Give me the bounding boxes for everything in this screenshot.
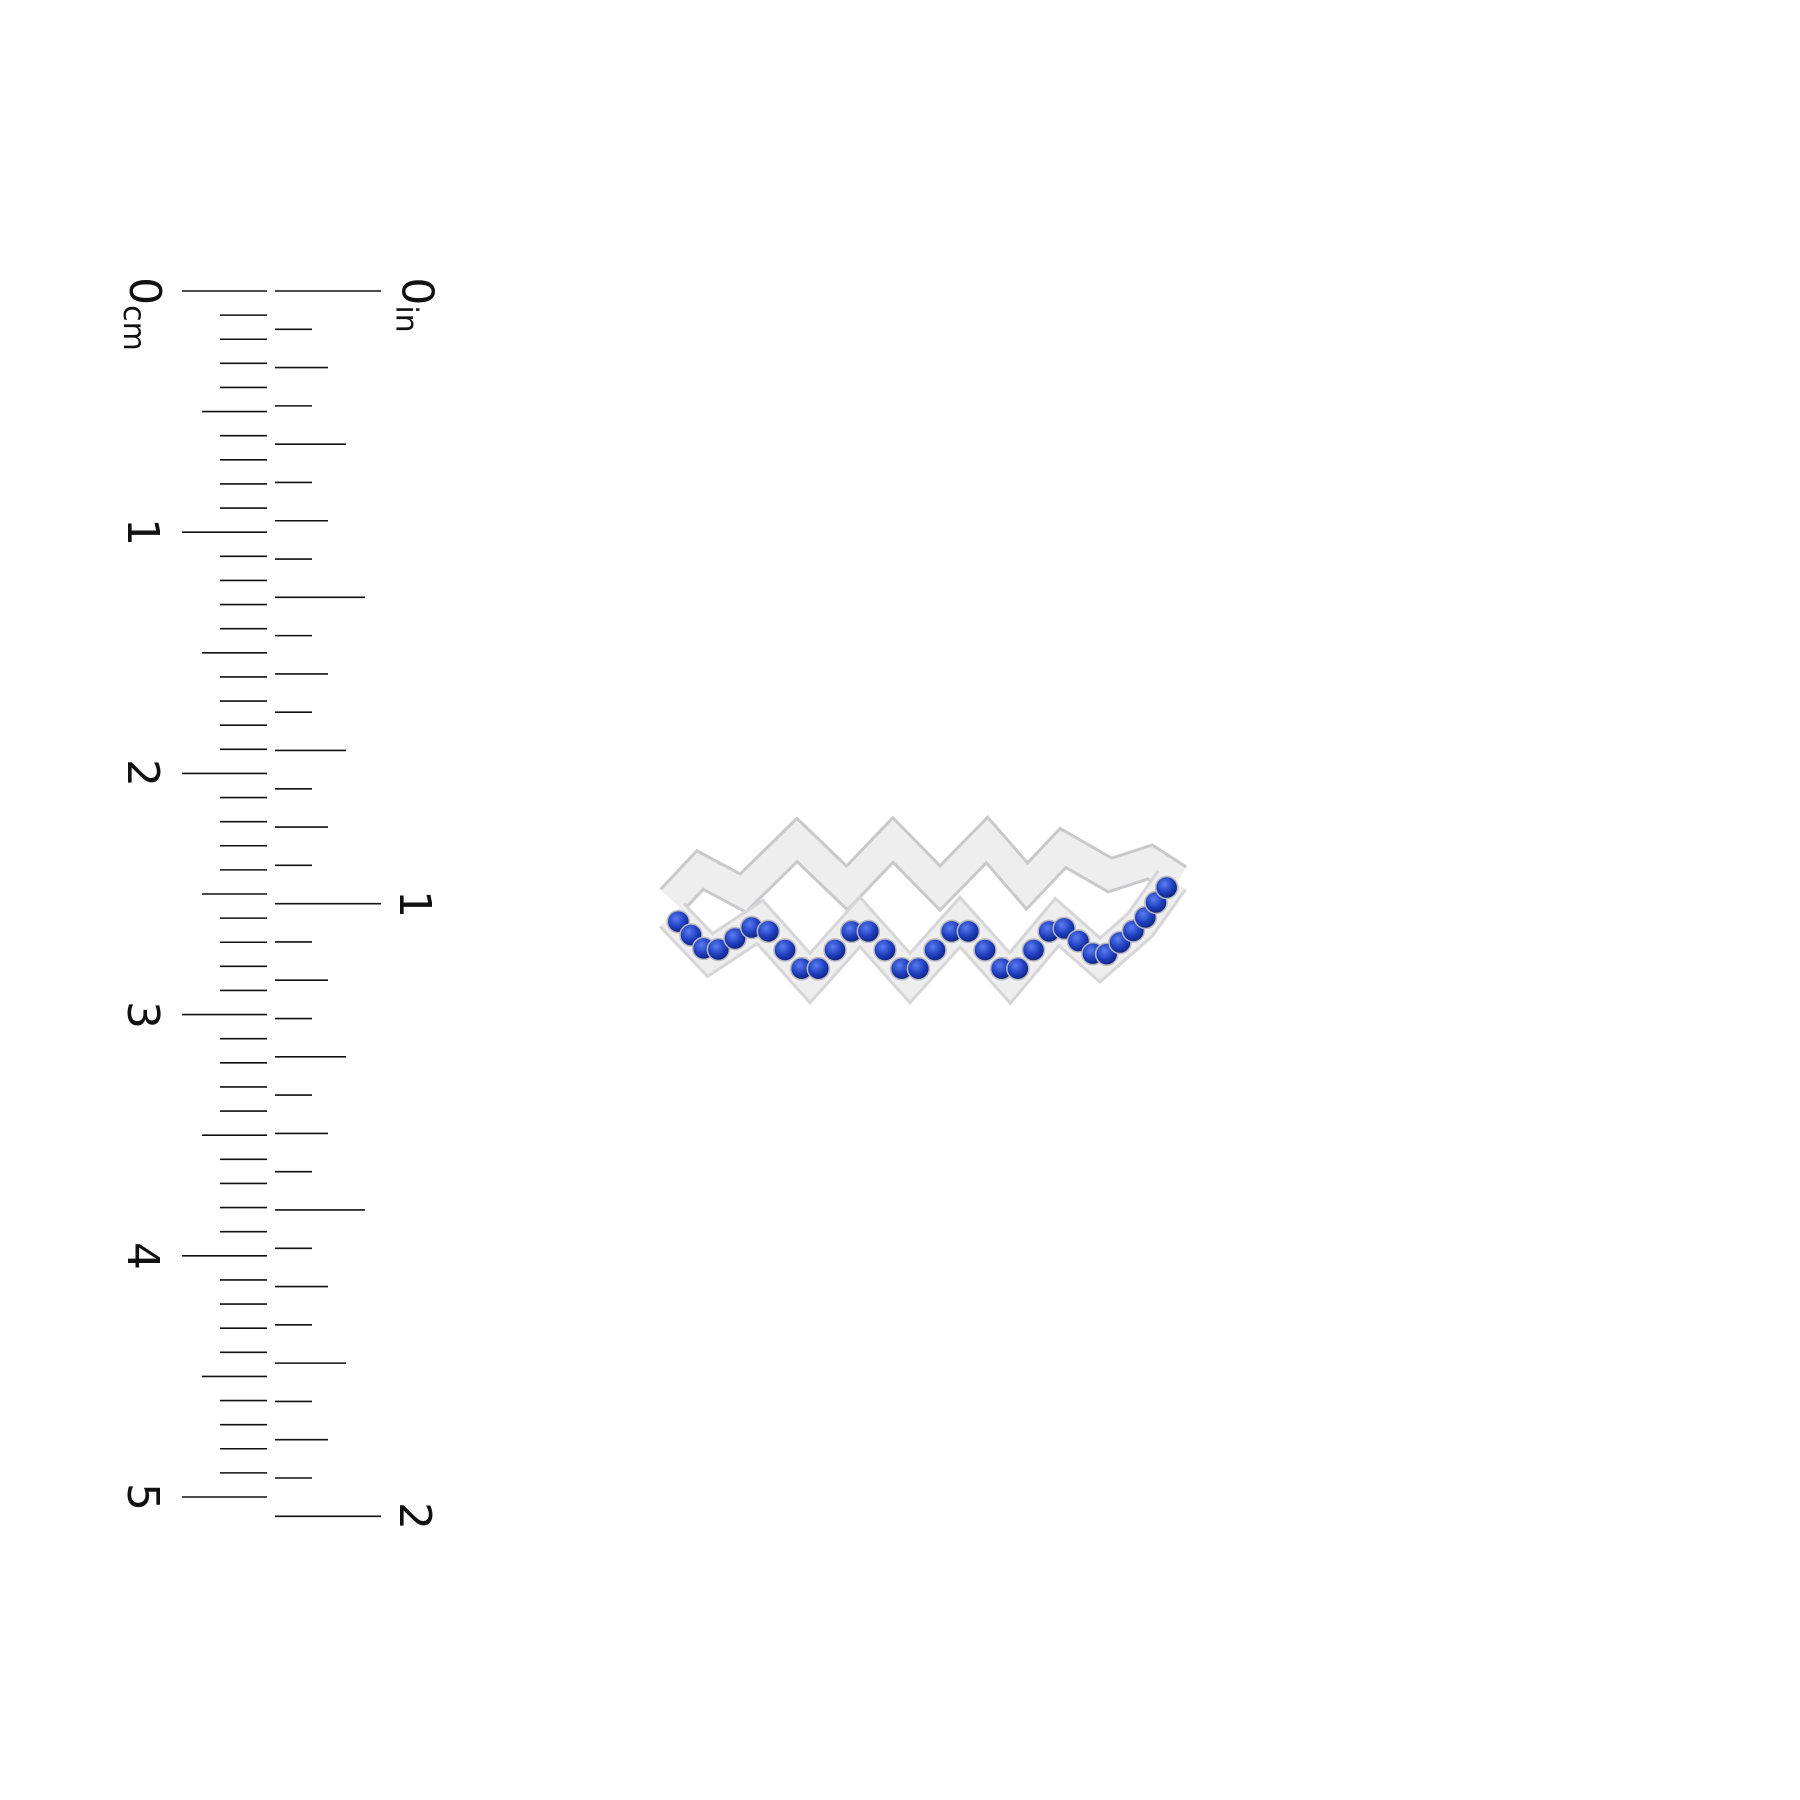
sapphire-stone xyxy=(806,956,831,981)
sapphire-stone xyxy=(1006,956,1030,981)
sapphire-stone xyxy=(906,956,931,981)
sapphire-stone xyxy=(873,938,897,962)
sapphire-stone xyxy=(923,938,947,962)
sapphire-stone xyxy=(706,937,731,962)
sapphire-stone xyxy=(856,919,881,944)
sapphire-stone xyxy=(1021,938,1046,962)
sapphire-stone xyxy=(956,919,981,944)
sapphire-stone xyxy=(1154,875,1179,900)
sapphire-stone xyxy=(973,938,997,962)
ring-back-band xyxy=(661,819,1186,911)
sapphire-stone xyxy=(723,926,747,951)
sapphire-stone xyxy=(773,938,797,962)
sapphire-stone xyxy=(756,919,781,944)
sapphire-stone xyxy=(823,938,847,962)
